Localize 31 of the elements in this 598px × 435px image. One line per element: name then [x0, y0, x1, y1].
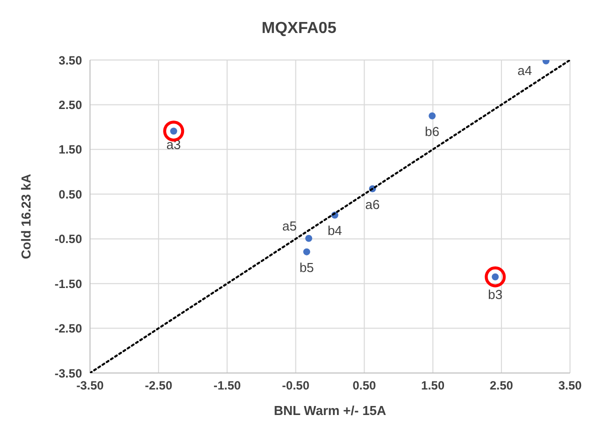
x-tick-label: 1.50 [421, 378, 445, 393]
y-tick-label: -1.50 [54, 276, 82, 291]
point [484, 266, 506, 288]
point [303, 248, 310, 256]
y-tick-label: -3.50 [54, 366, 82, 380]
point [163, 120, 184, 142]
point [305, 234, 312, 242]
x-tick-label: -1.50 [213, 378, 242, 393]
data-label: b3 [488, 286, 502, 302]
y-axis-title: Cold 16.23 kA [18, 173, 34, 260]
data-label: a4 [518, 62, 532, 78]
chart-title: MQXFA05 [260, 19, 338, 39]
y-tick-label: 1.50 [58, 142, 82, 157]
x-tick-label: -2.50 [144, 378, 173, 393]
y-tick-label: -2.50 [54, 322, 82, 336]
x-tick-label: 0.50 [352, 378, 376, 393]
x-tick-label: 3.50 [558, 378, 582, 393]
y-tick-label: 0.50 [58, 187, 82, 202]
data-label: b4 [328, 223, 342, 238]
data-label: a6 [365, 196, 380, 212]
x-tick-label: -3.50 [76, 378, 104, 393]
data-label: b6 [424, 124, 440, 139]
x-tick-label: -0.50 [282, 378, 310, 393]
y-tick-label: 2.50 [58, 98, 82, 112]
y-tick-label: 3.50 [58, 53, 82, 68]
point [428, 112, 436, 120]
data-label: a5 [282, 218, 297, 234]
x-axis-title: BNL Warm +/- 15A [274, 403, 387, 418]
data-label: b5 [299, 260, 314, 275]
x-tick-label: 2.50 [490, 378, 514, 393]
y-tick-label: -0.50 [54, 232, 82, 246]
